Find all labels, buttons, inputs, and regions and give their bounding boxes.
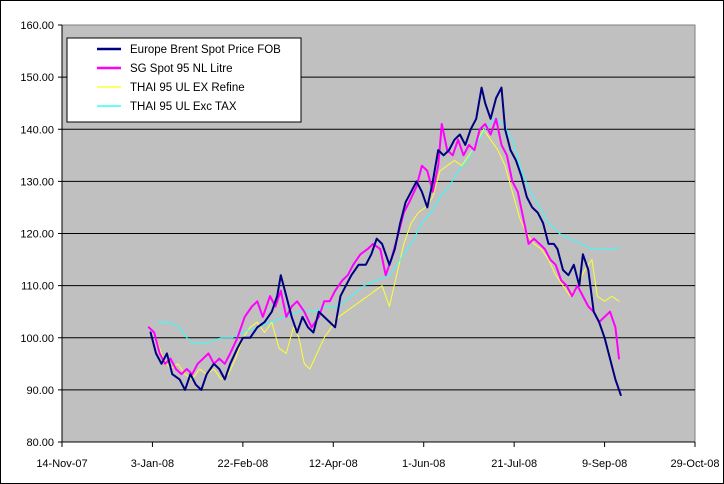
- legend-label: Europe Brent Spot Price FOB: [130, 44, 281, 56]
- axes: 80.00 90.00 100.00 110.00 120.00 130.00 140.00…: [20, 20, 719, 470]
- y-tick-label: 130.00: [20, 176, 54, 188]
- series-layer: [147, 86, 622, 397]
- y-tick-label: 150.00: [20, 72, 54, 84]
- y-tick-label: 100.00: [20, 333, 54, 345]
- series-line-3: [157, 118, 620, 344]
- x-tick-label: 3-Jan-08: [131, 458, 174, 470]
- y-tick-label: 80.00: [26, 437, 54, 449]
- series-line-2: [155, 128, 620, 380]
- legend-label: THAI 95 UL Exc TAX: [130, 101, 237, 113]
- x-tick-label: 12-Apr-08: [309, 458, 358, 470]
- gridlines: [62, 76, 695, 391]
- y-tick-label: 110.00: [21, 281, 54, 293]
- y-tick-label: 160.00: [20, 20, 54, 32]
- legend-label: SG Spot 95 NL Litre: [130, 63, 233, 75]
- legend: Europe Brent Spot Price FOB SG Spot 95 NL…: [66, 37, 302, 123]
- x-tick-label: 1-Jun-08: [402, 458, 445, 470]
- x-tick-label: 14-Nov-07: [36, 458, 87, 470]
- y-tick-label: 140.00: [20, 124, 54, 136]
- x-tick-label: 22-Feb-08: [217, 458, 268, 470]
- x-tick-label: 29-Oct-08: [671, 458, 720, 470]
- legend-label: THAI 95 UL EX Refine: [130, 82, 245, 94]
- y-tick-label: 120.00: [20, 229, 54, 241]
- y-tick-label: 90.00: [26, 385, 54, 397]
- legend-box: [66, 37, 302, 123]
- x-tick-label: 9-Sep-08: [582, 458, 627, 470]
- series-line-0: [149, 86, 622, 397]
- x-tick-label: 21-Jul-08: [491, 458, 537, 470]
